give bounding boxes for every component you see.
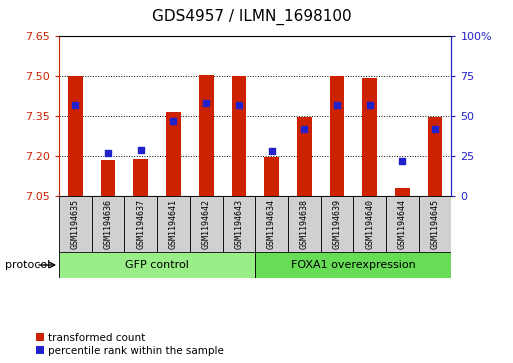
Bar (231, 76, 246, 196)
Point (431, 126, 439, 132)
Bar (166, 112, 181, 196)
Bar (92, 196, 125, 252)
Text: GDS4957 / ILMN_1698100: GDS4957 / ILMN_1698100 (151, 9, 351, 25)
Bar (288, 196, 321, 252)
Bar (223, 196, 255, 252)
Point (398, 158, 406, 164)
Text: GSM1194640: GSM1194640 (365, 199, 374, 249)
Bar (264, 158, 279, 196)
Point (235, 102, 243, 108)
Text: GSM1194644: GSM1194644 (398, 199, 407, 249)
Point (366, 102, 374, 108)
Bar (428, 118, 442, 196)
Text: GFP control: GFP control (125, 260, 189, 270)
Text: FOXA1 overexpression: FOXA1 overexpression (291, 260, 416, 270)
Bar (133, 159, 148, 196)
Bar (386, 196, 419, 252)
Bar (255, 196, 288, 252)
Bar (68, 76, 83, 196)
Bar (330, 76, 344, 196)
Bar (190, 196, 223, 252)
Point (136, 147, 145, 152)
Bar (353, 196, 386, 252)
Bar (255, 252, 451, 278)
Bar (101, 160, 115, 196)
Bar (297, 118, 311, 196)
Text: GSM1194637: GSM1194637 (136, 199, 145, 249)
Bar (362, 78, 377, 196)
Text: GSM1194636: GSM1194636 (104, 199, 112, 249)
Point (71, 102, 80, 108)
Text: GSM1194641: GSM1194641 (169, 199, 178, 249)
Text: GSM1194643: GSM1194643 (234, 199, 243, 249)
Bar (199, 75, 213, 196)
Point (104, 150, 112, 156)
Point (267, 148, 275, 154)
Bar (395, 188, 410, 196)
Bar (59, 196, 92, 252)
Bar (157, 196, 190, 252)
Text: GSM1194634: GSM1194634 (267, 199, 276, 249)
Text: GSM1194639: GSM1194639 (332, 199, 342, 249)
Text: GSM1194645: GSM1194645 (430, 199, 440, 249)
Bar (321, 196, 353, 252)
Point (169, 118, 177, 124)
Text: GSM1194635: GSM1194635 (71, 199, 80, 249)
Text: protocol: protocol (5, 260, 50, 270)
Bar (419, 196, 451, 252)
Point (300, 126, 308, 132)
Point (333, 102, 341, 108)
Text: GSM1194638: GSM1194638 (300, 199, 309, 249)
Bar (59, 252, 255, 278)
Text: GSM1194642: GSM1194642 (202, 199, 211, 249)
Point (202, 101, 210, 106)
Bar (124, 196, 157, 252)
Legend: transformed count, percentile rank within the sample: transformed count, percentile rank withi… (36, 333, 224, 356)
